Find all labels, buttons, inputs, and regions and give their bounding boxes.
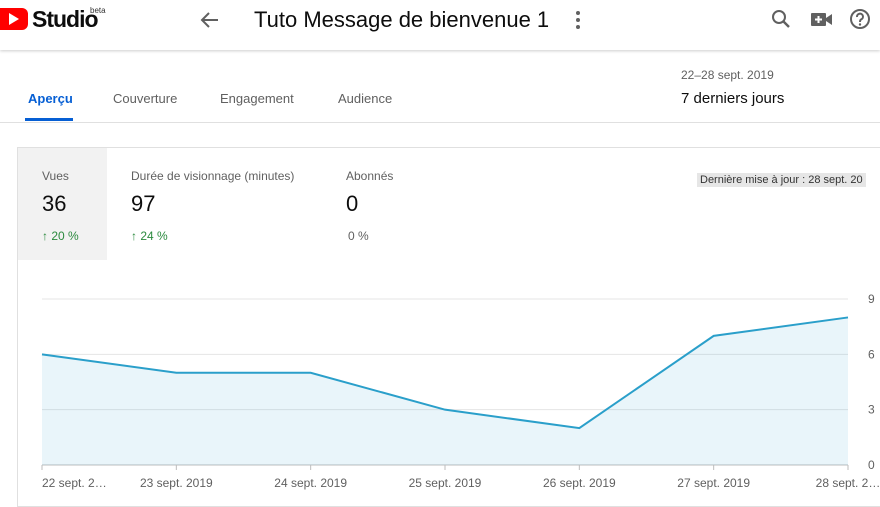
period-label[interactable]: 7 derniers jours [681, 90, 785, 107]
tab[interactable]: Engagement [220, 91, 294, 106]
line [41, 316, 849, 430]
back-button[interactable] [198, 8, 222, 32]
logo-icon[interactable] [0, 6, 32, 32]
metric-change: 0 % [348, 229, 369, 243]
more-menu[interactable] [570, 9, 586, 31]
metric-label[interactable]: Abonnés [346, 169, 394, 183]
tab-indicator [25, 118, 73, 121]
x-tick-label: 25 sept. 2019 [409, 476, 482, 490]
search-icon[interactable] [770, 8, 792, 30]
y-tick-label: 3 [868, 403, 875, 417]
x-tick-label: 28 sept. 2… [816, 476, 880, 490]
metric-value: 97 [131, 191, 156, 216]
metric-selected-bg [18, 148, 107, 260]
last-update: Dernière mise à jour : 28 sept. 20 [697, 173, 866, 187]
area [42, 317, 848, 465]
logo-text[interactable]: Studio [32, 6, 99, 32]
metric-label[interactable]: Vues [42, 169, 69, 183]
x-tick-label: 26 sept. 2019 [543, 476, 616, 490]
metric-value: 0 [346, 191, 359, 216]
divider [0, 122, 880, 123]
metric-value: 36 [42, 191, 67, 216]
period-dates: 22–28 sept. 2019 [681, 68, 774, 82]
chart: 0 3 6 9 22 sept. 2… 23 sept. 2019 24 sept. 201… [41, 292, 880, 490]
top-bar: Studio beta Tuto Message de bienvenue 1 [0, 0, 880, 50]
tab[interactable]: Couverture [113, 91, 178, 106]
logo-badge: beta [90, 6, 106, 15]
y-tick-label: 6 [868, 347, 875, 361]
y-tick-label: 9 [868, 292, 875, 306]
y-tick-label: 0 [868, 458, 875, 472]
metric-change: ↑ 20 % [42, 229, 79, 243]
x-tick-label: 22 sept. 2… [42, 476, 107, 490]
x-tick-label: 24 sept. 2019 [274, 476, 347, 490]
metric-label[interactable]: Durée de visionnage (minutes) [131, 169, 295, 183]
tab[interactable]: Aperçu [28, 91, 73, 106]
create-icon[interactable] [810, 8, 834, 30]
help-icon[interactable] [849, 8, 873, 32]
x-tick-label: 27 sept. 2019 [677, 476, 750, 490]
video-title: Tuto Message de bienvenue 1 [254, 7, 550, 32]
metric-change: ↑ 24 % [131, 229, 168, 243]
metric-change-text: 20 % [51, 229, 79, 243]
metric-change-text: 24 % [140, 229, 168, 243]
tab[interactable]: Audience [338, 91, 393, 106]
x-tick-label: 23 sept. 2019 [140, 476, 213, 490]
